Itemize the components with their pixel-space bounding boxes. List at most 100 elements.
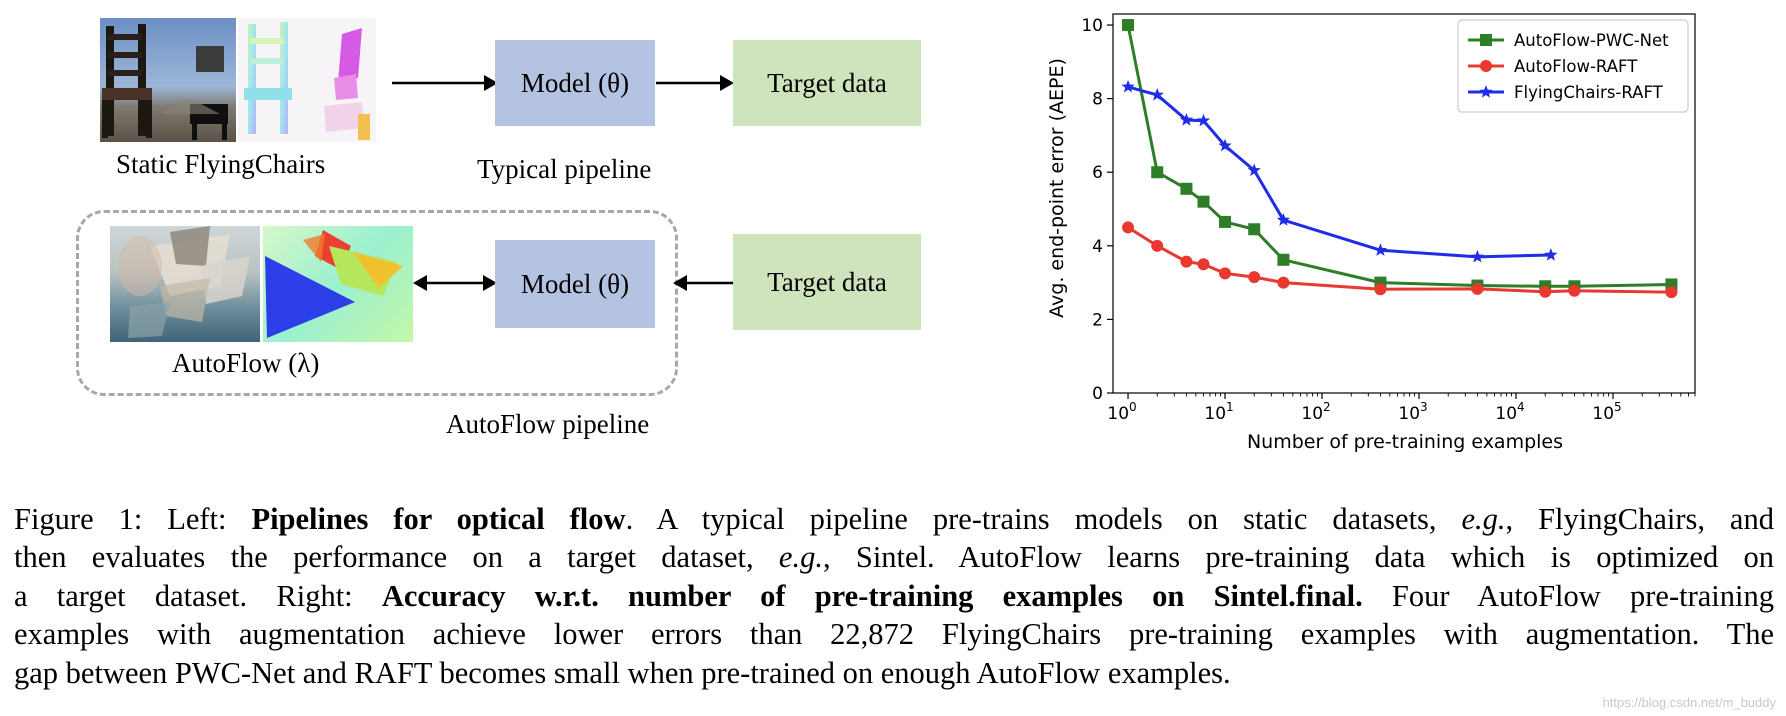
x-tick-exponent: 1 — [1226, 400, 1234, 414]
data-point — [1470, 249, 1485, 263]
data-point — [1248, 223, 1261, 236]
legend-label: AutoFlow-RAFT — [1514, 57, 1638, 76]
legend-label: AutoFlow-PWC-Net — [1514, 31, 1669, 50]
series-autoflow-raft — [1122, 221, 1678, 299]
data-point — [1277, 253, 1290, 266]
data-point — [1179, 112, 1194, 126]
autoflow-model-bidirectional-arrow — [413, 275, 497, 291]
bottom-target-data-box: Target data — [733, 234, 921, 330]
data-point — [1122, 19, 1135, 32]
caption-text: . A typical pipeline pre-trains models o… — [625, 502, 1462, 536]
y-tick-label: 8 — [1092, 90, 1103, 110]
x-tick-base: 10 — [1398, 404, 1420, 424]
caption-line: Figure 1: Left: Pipelines for optical fl… — [14, 500, 1774, 538]
autoflow-dashed-region — [76, 210, 678, 396]
x-tick-label: 103 — [1398, 400, 1427, 424]
data-point — [1218, 138, 1232, 152]
data-point — [1150, 87, 1164, 101]
data-point — [1665, 286, 1678, 299]
autoflow-pipeline-label: AutoFlow pipeline — [446, 409, 650, 439]
data-point — [1151, 239, 1164, 252]
data-point — [1248, 271, 1261, 284]
data-point — [1122, 221, 1135, 234]
typical-pipeline-label: Typical pipeline — [477, 154, 652, 184]
x-tick-label: 102 — [1301, 400, 1330, 424]
figure-caption: Figure 1: Left: Pipelines for optical fl… — [14, 500, 1774, 692]
legend-label: FlyingChairs-RAFT — [1514, 83, 1664, 102]
data-point — [1197, 195, 1210, 208]
series-line — [1127, 85, 1551, 259]
chair-photo-icon — [102, 24, 228, 140]
top-model-box: Model (θ) — [495, 40, 655, 126]
caption-bold-text: Accuracy w.r.t. number of pre-training e… — [381, 578, 1363, 613]
top-model-to-target-arrow — [656, 75, 734, 91]
x-tick-base: 10 — [1107, 404, 1129, 424]
data-point — [1180, 255, 1193, 268]
legend-frame — [1457, 19, 1689, 113]
series-flyingchairs-raft — [1121, 79, 1558, 263]
data-point — [1180, 182, 1193, 195]
top-dataset-to-model-arrow — [392, 75, 498, 91]
legend-marker — [1479, 85, 1493, 98]
caption-bold-text: Pipelines for optical flow — [251, 502, 626, 536]
caption-text: a target dataset. Right: — [14, 578, 382, 613]
autoflow-image-icon — [118, 226, 250, 338]
caption-text: , Sintel. AutoFlow learns pre-training d… — [822, 540, 1774, 575]
x-tick-label: 101 — [1204, 400, 1233, 424]
x-tick-exponent: 2 — [1323, 400, 1331, 414]
x-tick-base: 10 — [1592, 404, 1614, 424]
data-point — [1471, 282, 1484, 295]
autoflow-image-thumbnail — [110, 226, 260, 342]
top-target-data-box: Target data — [733, 40, 921, 126]
data-point — [1197, 258, 1210, 271]
static-flyingchairs-label: Static FlyingChairs — [116, 149, 326, 179]
caption-text: Figure 1: Left: — [14, 502, 252, 536]
caption-text: gap between PWC-Net and RAFT becomes sma… — [14, 655, 1231, 690]
flyingchairs-flow-thumbnail — [238, 18, 376, 142]
chair-flow-icon — [244, 22, 370, 140]
x-axis-label: Number of pre-training examples — [1247, 431, 1563, 453]
x-tick-base: 10 — [1301, 404, 1323, 424]
bottom-model-label: Model (θ) — [520, 268, 630, 299]
data-point — [1121, 79, 1135, 93]
autoflow-flow-icon — [265, 230, 403, 338]
legend-marker — [1480, 34, 1492, 46]
caption-line: gap between PWC-Net and RAFT becomes sma… — [14, 654, 1774, 692]
caption-line: examples with augmentation achieve lower… — [14, 615, 1774, 653]
autoflow-lambda-label: AutoFlow (λ) — [172, 348, 320, 378]
data-point — [1247, 163, 1261, 177]
data-point — [1219, 215, 1232, 228]
caption-line: a target dataset. Right: Accuracy w.r.t.… — [14, 577, 1774, 615]
y-tick-label: 2 — [1092, 310, 1103, 330]
data-point — [1568, 284, 1581, 297]
top-target-label: Target data — [767, 67, 887, 98]
x-tick-base: 10 — [1495, 404, 1517, 424]
x-tick-label: 104 — [1495, 400, 1524, 424]
caption-italic-text: e.g. — [1461, 502, 1506, 536]
autoflow-flow-thumbnail — [263, 226, 413, 342]
x-tick-label: 105 — [1592, 400, 1621, 424]
y-axis-label: Avg. end-point error (AEPE) — [1046, 58, 1068, 318]
caption-italic-text: e.g. — [778, 540, 823, 575]
bottom-target-to-model-arrow — [673, 275, 733, 291]
y-tick-label: 6 — [1092, 163, 1103, 183]
caption-text: examples with augmentation achieve lower… — [14, 617, 1774, 652]
data-point — [1544, 248, 1558, 261]
flyingchairs-image-thumbnail — [100, 18, 236, 142]
top-model-label: Model (θ) — [520, 67, 630, 98]
data-point — [1276, 213, 1291, 226]
bottom-model-box: Model (θ) — [495, 240, 655, 328]
legend-marker — [1480, 60, 1492, 72]
caption-text: then evaluates the performance on a targ… — [14, 540, 779, 575]
data-point — [1151, 166, 1164, 179]
x-tick-exponent: 4 — [1517, 400, 1525, 414]
chart-series-layer — [1121, 19, 1678, 299]
caption-text: Four AutoFlow pre-training — [1362, 578, 1774, 613]
data-point — [1539, 285, 1552, 298]
data-point — [1277, 276, 1290, 289]
data-point — [1374, 283, 1387, 296]
y-tick-label: 10 — [1081, 16, 1103, 36]
caption-text: , FlyingChairs, and — [1505, 502, 1774, 536]
